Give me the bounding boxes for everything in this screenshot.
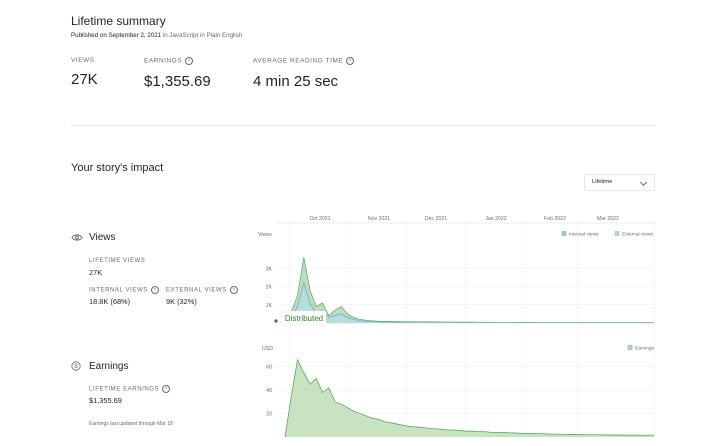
external-views-label: EXTERNAL VIEWS? <box>166 286 238 294</box>
legend-swatch-external <box>614 231 620 236</box>
x-tick-label: Jan 2022 <box>485 216 506 222</box>
reading-time-label: AVERAGE READING TIME? <box>253 57 355 65</box>
distributed-marker <box>274 319 278 323</box>
earnings-section-title: Earnings <box>89 361 129 372</box>
legend-swatch-internal <box>561 231 567 236</box>
internal-views-area <box>285 257 654 323</box>
internal-views-label-text: INTERNAL VIEWS <box>89 287 148 294</box>
lifetime-earnings-value: $1,355.69 <box>89 396 122 405</box>
internal-views-label: INTERNAL VIEWS? <box>89 286 159 294</box>
help-icon[interactable]: ? <box>185 57 194 65</box>
earnings-stat-label: EARNINGS? <box>144 57 194 65</box>
earnings-footnote: Earnings last updated through Mar 18 <box>89 421 173 427</box>
x-tick-label: Nov 2021 <box>368 216 390 222</box>
y-tick-label: 40 <box>266 388 272 394</box>
help-icon[interactable]: ? <box>346 57 355 65</box>
time-range-value: Lifetime <box>592 179 613 185</box>
help-icon[interactable]: ? <box>162 385 171 393</box>
legend-label-earnings: Earnings <box>635 346 655 352</box>
external-views-value: 9K (32%) <box>166 297 197 306</box>
views-section-title: Views <box>89 232 116 243</box>
y-axis-label: Views <box>258 232 272 238</box>
y-axis-label: USD <box>262 346 273 352</box>
distributed-label: Distributed <box>285 314 323 323</box>
lifetime-earnings-label: LIFETIME EARNINGS? <box>89 385 171 393</box>
y-tick-label: 60 <box>266 365 272 371</box>
help-icon[interactable]: ? <box>229 286 238 294</box>
y-tick-label: 20 <box>266 412 272 418</box>
legend-swatch-earnings <box>627 345 633 350</box>
published-info: Published on September 2, 2021 in JavaSc… <box>71 32 242 39</box>
external-views-line <box>284 281 654 324</box>
divider <box>71 125 656 126</box>
earnings-stat-value: $1,355.69 <box>144 73 211 90</box>
lifetime-views-label: LIFETIME VIEWS <box>89 258 146 264</box>
published-date: Published on September 2, 2021 <box>71 32 162 39</box>
views-stat-label: VIEWS <box>71 57 95 64</box>
earnings-stat-label-text: EARNINGS <box>144 57 183 65</box>
earnings-line <box>284 358 654 438</box>
legend-label-external: External views <box>622 232 654 238</box>
publication-info: in JavaScript in Plain English <box>161 32 243 39</box>
help-icon[interactable]: ? <box>150 286 159 294</box>
views-stat-value: 27K <box>71 71 98 88</box>
y-tick-label: 1K <box>266 303 273 309</box>
page-title: Lifetime summary <box>71 14 166 28</box>
reading-time-value: 4 min 25 sec <box>253 73 339 90</box>
external-views-label-text: EXTERNAL VIEWS <box>166 287 227 294</box>
legend-label-internal: Internal views <box>569 232 599 238</box>
dollar-circle-icon: $ <box>71 361 81 371</box>
internal-views-value: 18.8K (68%) <box>89 297 131 306</box>
external-views-area <box>285 282 654 323</box>
x-tick-label: Feb 2022 <box>544 216 566 222</box>
lifetime-views-value: 27K <box>89 268 103 277</box>
y-tick-label: 2K <box>266 285 273 291</box>
y-tick-label: 3K <box>266 266 273 272</box>
reading-time-label-text: AVERAGE READING TIME <box>253 57 344 65</box>
eye-icon <box>71 234 83 241</box>
impact-title: Your story's impact <box>71 162 164 174</box>
x-tick-label: Dec 2021 <box>425 216 447 222</box>
time-range-select[interactable]: Lifetime <box>584 174 655 191</box>
svg-text:$: $ <box>74 364 78 370</box>
distributed-tooltip <box>280 310 327 326</box>
x-tick-label: Mar 2022 <box>597 216 619 222</box>
lifetime-earnings-label-text: LIFETIME EARNINGS <box>89 386 160 393</box>
earnings-area <box>285 359 654 437</box>
x-tick-label: Oct 2021 <box>309 216 330 222</box>
